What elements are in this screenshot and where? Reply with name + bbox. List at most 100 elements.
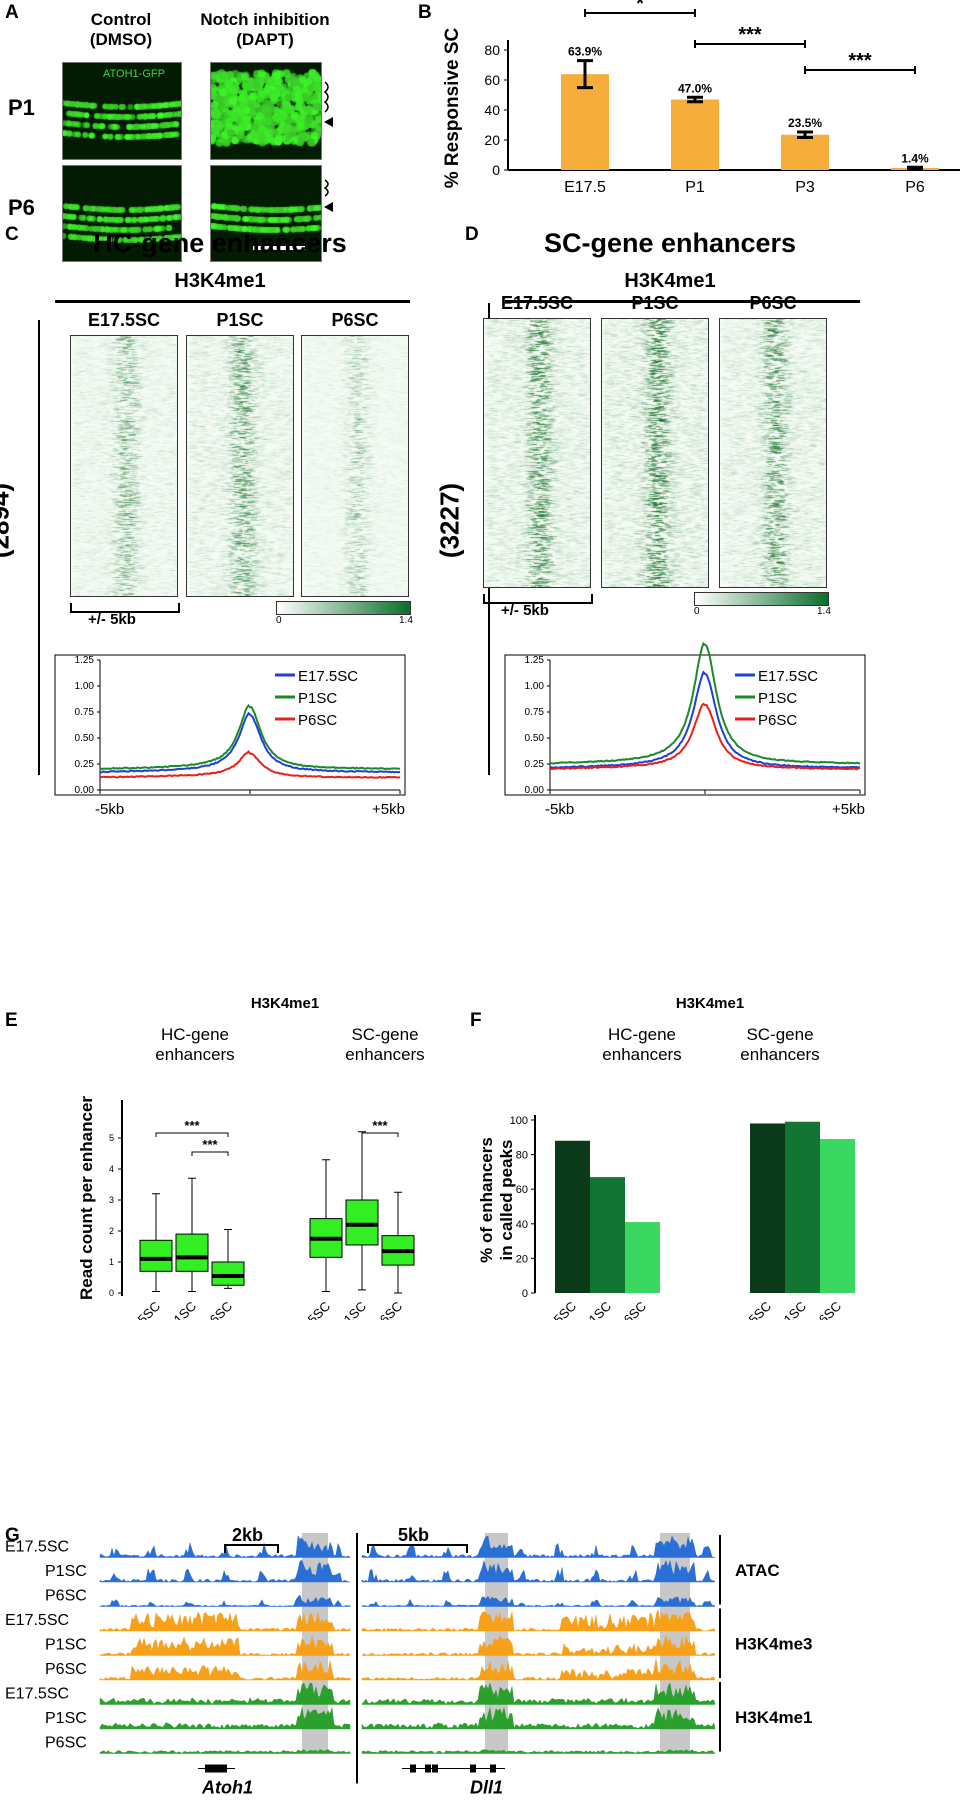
bar	[785, 1121, 820, 1293]
range-bracket	[70, 603, 180, 613]
group-bracket-line	[38, 320, 40, 775]
x-tick-label: +5kb	[372, 801, 405, 818]
heatmap-column-label: P1SC	[216, 310, 264, 330]
scale-label: 2kb	[232, 1525, 263, 1545]
group-label: SC-gene	[746, 1025, 813, 1044]
x-tick-label: -5kb	[95, 801, 124, 818]
y-tick-label: 60	[516, 1184, 528, 1196]
y-tick-label: 0.75	[525, 707, 545, 718]
data-label: 47.0%	[678, 81, 712, 95]
group-label: enhancers	[155, 1045, 234, 1064]
gene-exon	[490, 1764, 496, 1773]
panel-label-c: C	[5, 224, 19, 245]
profile-plot: 0.00 0.25 0.50 0.75 1.00 1.25 -5kb +5kb E17.5SC P…	[504, 641, 866, 818]
error-bar	[687, 95, 703, 104]
y-tick-label: 0	[109, 1288, 114, 1298]
significance-bracket	[584, 9, 696, 17]
col-header-text: (DMSO)	[89, 30, 153, 49]
colorbar	[276, 601, 411, 615]
y-tick-label: 3	[109, 1195, 114, 1205]
heatmap-P1SC	[601, 318, 709, 588]
gene-label: Atoh1	[201, 1778, 253, 1798]
significance-bracket	[361, 1132, 399, 1137]
panel-title: HC-gene enhancers	[93, 228, 347, 258]
significance-label: *	[636, 0, 644, 15]
panel-subtitle: H3K4me1	[174, 270, 266, 292]
mark-label: H3K4me3	[735, 1634, 813, 1653]
box	[175, 1233, 209, 1272]
profile-line-P1SC	[99, 703, 401, 771]
significance-label: ***	[738, 24, 762, 46]
x-tick-label: P6	[905, 179, 925, 196]
micrograph-p1-control: ATOH1-GFP	[62, 62, 182, 160]
signal-track	[99, 1636, 351, 1656]
legend-label: E17.5SC	[298, 668, 358, 685]
x-tick-label: E17.5SC	[532, 1299, 579, 1320]
x-tick-label: P6SC	[200, 1299, 235, 1320]
x-tick-label: P6SC	[614, 1299, 649, 1320]
y-tick-label: 1	[109, 1257, 114, 1267]
significance-label: ***	[202, 1137, 218, 1152]
group-label: enhancers	[602, 1045, 681, 1064]
y-axis-label: in called peaks	[497, 1140, 516, 1261]
y-tick-label: 1.00	[75, 681, 95, 692]
y-tick-label: 80	[516, 1150, 528, 1162]
gene-exon	[432, 1764, 438, 1773]
y-tick-label: 2	[109, 1226, 114, 1236]
bar-chart-called-peaks: H3K4me1HC-geneenhancersSC-geneenhancers0…	[477, 995, 855, 1320]
row-label-p6: P6	[8, 195, 35, 220]
gene-exon	[205, 1764, 227, 1773]
signal-track	[361, 1682, 716, 1705]
profile-line-E17.5SC	[99, 711, 401, 774]
bar-chart-responsive-sc: 0 20 40 60 80 % Responsive SC 63.9% E17.5 47.0% P…	[442, 0, 960, 196]
range-label: +/- 5kb	[88, 611, 136, 628]
y-tick-label: 20	[516, 1253, 528, 1265]
colorbar-min-label: 0	[694, 606, 700, 617]
x-tick-label: P1SC	[164, 1299, 199, 1320]
panel-subtitle: H3K4me1	[624, 270, 716, 292]
panel-label-g: G	[5, 1525, 20, 1546]
scale-bar	[224, 1544, 279, 1553]
plot-frame	[54, 654, 406, 796]
y-tick-label: 4	[109, 1164, 114, 1174]
x-tick-label: P1	[685, 179, 705, 196]
legend-label: P1SC	[298, 690, 337, 707]
x-tick-label: P6SC	[809, 1299, 844, 1320]
y-tick-label: 0.25	[75, 759, 95, 770]
scale-bar	[253, 246, 305, 250]
chart-title: H3K4me1	[676, 995, 744, 1012]
panel-label-b: B	[418, 2, 432, 23]
y-tick-label: 40	[516, 1219, 528, 1231]
y-tick-label: 20	[484, 132, 500, 148]
gene-exon	[470, 1764, 476, 1773]
heatmap-column-label: P6SC	[749, 293, 797, 313]
col-header-control: Control (DMSO)	[60, 10, 182, 50]
heatmap-E17.5SC	[70, 335, 178, 597]
box-plot-read-count: H3K4me1HC-geneenhancersSC-geneenhancers0…	[77, 995, 425, 1320]
track-label: P6SC	[45, 1588, 87, 1605]
y-tick-label: 5	[109, 1133, 114, 1143]
signal-track	[361, 1707, 716, 1730]
group-label: HC-gene	[608, 1025, 676, 1044]
colorbar-max-label: 1.4	[399, 615, 413, 626]
col-header-text: (DAPT)	[236, 30, 294, 49]
range-label: +/- 5kb	[501, 602, 549, 619]
panel-label-e: E	[5, 1010, 18, 1031]
x-tick-label: E17.5SC	[116, 1299, 163, 1320]
y-axis-label: % Responsive SC	[442, 27, 463, 188]
stain-label: ATOH1-GFP	[103, 68, 165, 80]
micrograph-p6-dapt	[210, 165, 322, 262]
group-label: enhancers	[740, 1045, 819, 1064]
y-tick-label: 100	[510, 1115, 528, 1127]
profile-plot: 0.00 0.25 0.50 0.75 1.00 1.25 -5kb +5kb E17.5SC P…	[54, 654, 406, 818]
genome-browser-tracks: E17.5SC P1SC P6SC E17.5SC P1SC P6SC E17.5SC P1S…	[5, 1525, 813, 1798]
signal-track	[99, 1748, 351, 1754]
signal-track	[361, 1634, 716, 1656]
heatmap-column-label: P1SC	[631, 293, 679, 313]
bar	[820, 1139, 855, 1293]
bar	[781, 134, 829, 170]
heatmap-P1SC	[186, 335, 294, 597]
significance-label: ***	[184, 1118, 200, 1133]
data-label: 63.9%	[568, 45, 602, 59]
